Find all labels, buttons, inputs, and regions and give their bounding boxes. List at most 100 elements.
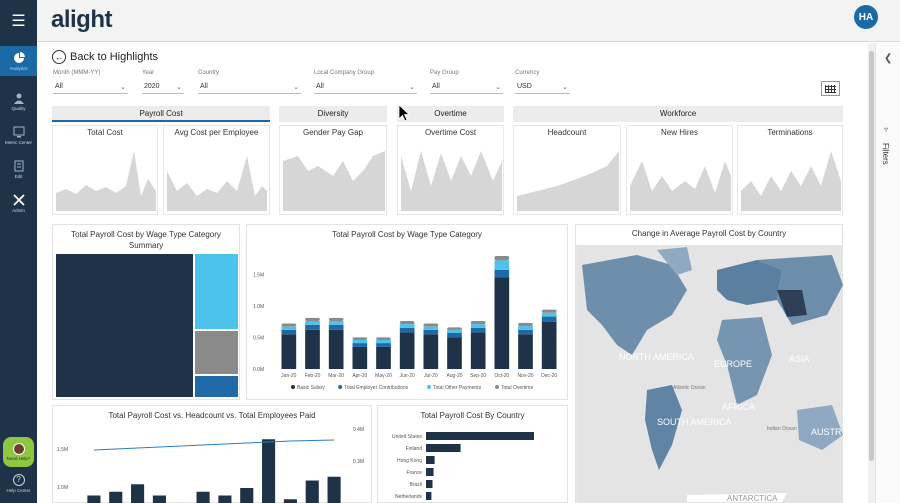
filter-pay-group[interactable]: Pay Group All ⌄ (430, 70, 503, 94)
map-label-asia: ASIA (789, 354, 810, 364)
bar-segment (399, 332, 415, 369)
country-bar-panel[interactable]: Total Payroll Cost By Country United Sta… (377, 405, 568, 503)
kpi-total-cost[interactable]: Total Cost (52, 125, 158, 215)
bar-segment (541, 312, 557, 317)
vertical-scrollbar[interactable] (868, 43, 875, 503)
combo-chart-title: Total Payroll Cost vs. Headcount vs. Tot… (108, 411, 316, 420)
kpi-terminations[interactable]: Terminations (737, 125, 843, 215)
hamburger-icon[interactable]: ☰ (11, 13, 26, 30)
treemap-tile-other-payments[interactable] (195, 254, 238, 329)
chevron-down-icon: ⌄ (495, 83, 501, 91)
alight-logo[interactable]: alight (51, 6, 113, 33)
nav-admin[interactable]: Admin (0, 188, 37, 218)
document-icon (14, 160, 23, 171)
filter-local-company-group[interactable]: Local Company Group All ⌄ (314, 70, 417, 94)
chevron-left-icon[interactable]: ❮ (884, 53, 893, 64)
filter-month-dropdown[interactable]: All ⌄ (53, 80, 128, 94)
filter-year[interactable]: Year 2020 ⌄ (142, 70, 184, 94)
tab-diversity[interactable]: Diversity (279, 106, 387, 122)
filter-pay-group-dropdown[interactable]: All ⌄ (430, 80, 503, 94)
mouse-cursor-icon (398, 104, 410, 122)
map-label-europe: EUROPE (714, 359, 752, 369)
kpi-headcount[interactable]: Headcount (513, 125, 621, 215)
need-help-label: Need Help? (6, 456, 31, 461)
kpi-title: Gender Pay Gap (302, 128, 364, 137)
kpi-title: Terminations (767, 128, 813, 137)
chevron-down-icon: ⌄ (120, 83, 126, 91)
bar-segment (541, 321, 557, 369)
combo-bar (305, 480, 319, 503)
legend-label: Total Other Payments (433, 385, 482, 391)
user-avatar[interactable]: HA (854, 5, 878, 29)
map-title: Change in Average Payroll Cost by Countr… (576, 225, 842, 245)
bar-segment (305, 324, 320, 330)
treemap-tile-basic-salary[interactable] (56, 254, 193, 397)
country-label: Brazil (409, 482, 422, 488)
kpi-sparkline (401, 151, 502, 211)
x-tick-label: Jul-20 (424, 373, 438, 379)
bar-segment (399, 321, 415, 325)
filter-local-company-group-label: Local Company Group (314, 70, 375, 76)
country-label: Hong Kong (397, 458, 422, 464)
tab-payroll-cost[interactable]: Payroll Cost (52, 106, 270, 122)
filter-year-value: 2020 (144, 83, 160, 90)
combo-chart: 1.5M 1.0M 0.4M 0.3M (57, 427, 364, 503)
pie-chart-icon (13, 51, 25, 63)
chevron-down-icon: ⌄ (409, 83, 415, 91)
legend-marker (495, 385, 499, 389)
nav-metric-center-label: Metric Center (4, 139, 32, 145)
kpi-avg-cost-per-employee[interactable]: Avg Cost per Employee (163, 125, 270, 215)
nav-quality[interactable]: Quality (0, 86, 37, 116)
bar-segment (376, 337, 391, 340)
x-tick-label: Nov-20 (517, 373, 533, 379)
filter-country[interactable]: Country All ⌄ (198, 70, 301, 94)
back-to-highlights-link[interactable]: ← Back to Highlights (52, 50, 158, 64)
bar-segment (423, 329, 439, 335)
filter-currency-label: Currency (515, 70, 540, 76)
nav-edit[interactable]: Edit (0, 154, 37, 184)
bar-segment (518, 329, 533, 335)
bar-segment (328, 329, 344, 369)
world-map-panel[interactable]: Change in Average Payroll Cost by Countr… (575, 224, 843, 503)
filter-currency[interactable]: Currency USD ⌄ (515, 70, 570, 94)
nav-metric-center[interactable]: Metric Center (0, 120, 37, 150)
bar-segment (518, 322, 533, 327)
kpi-sparkline (56, 151, 156, 211)
treemap-tile-overtime[interactable] (195, 331, 238, 374)
bar-segment (541, 316, 557, 322)
filter-year-dropdown[interactable]: 2020 ⌄ (142, 80, 184, 94)
map-label-north-america: NORTH AMERICA (619, 352, 694, 362)
legend-label: Total Employer Contributions (344, 385, 408, 391)
filters-pane[interactable]: ❮ ▿ Filters (875, 43, 900, 503)
need-help-button[interactable]: Need Help? (3, 437, 34, 467)
filter-month[interactable]: Month (MMM-YY) All ⌄ (53, 70, 128, 94)
stacked-bar-chart: 0.0M 0.5M 1.0M 1.5M Jan-20 Feb-20 Mar-20 Apr-20… (253, 255, 557, 391)
tab-workforce[interactable]: Workforce (513, 106, 843, 122)
country-bar (426, 456, 435, 464)
x-tick-label: Jan-20 (281, 373, 297, 379)
filter-country-dropdown[interactable]: All ⌄ (198, 80, 301, 94)
bar-segment (399, 327, 415, 333)
nav-analytics[interactable]: Analytics (0, 46, 37, 76)
treemap-panel[interactable]: Total Payroll Cost by Wage Type Category… (52, 224, 240, 400)
filter-currency-dropdown[interactable]: USD ⌄ (515, 80, 570, 94)
y-tick-label: 1.5M (253, 272, 264, 278)
map-label-africa: AFRICA (722, 402, 755, 412)
wage-type-bar-panel[interactable]: Total Payroll Cost by Wage Type Category… (246, 224, 568, 400)
help-center-label: Help Center (6, 488, 31, 493)
treemap-tile-employer-contributions[interactable] (195, 376, 238, 397)
filter-local-company-group-dropdown[interactable]: All ⌄ (314, 80, 417, 94)
bar-segment (494, 255, 510, 261)
kpi-new-hires[interactable]: New Hires (626, 125, 733, 215)
kpi-gender-pay-gap[interactable]: Gender Pay Gap (279, 125, 387, 215)
table-view-icon[interactable] (821, 81, 840, 96)
scrollbar-thumb[interactable] (869, 51, 874, 461)
y-tick-label: 1.0M (253, 304, 264, 310)
combo-chart-panel[interactable]: Total Payroll Cost vs. Headcount vs. Tot… (52, 405, 372, 503)
nav-quality-label: Quality (11, 105, 26, 111)
chevron-down-icon: ⌄ (562, 83, 568, 91)
help-center-button[interactable]: ? Help Center (0, 474, 37, 502)
tab-overtime[interactable]: Overtime (397, 106, 504, 122)
kpi-overtime-cost[interactable]: Overtime Cost (397, 125, 504, 215)
bar-segment (376, 346, 391, 369)
